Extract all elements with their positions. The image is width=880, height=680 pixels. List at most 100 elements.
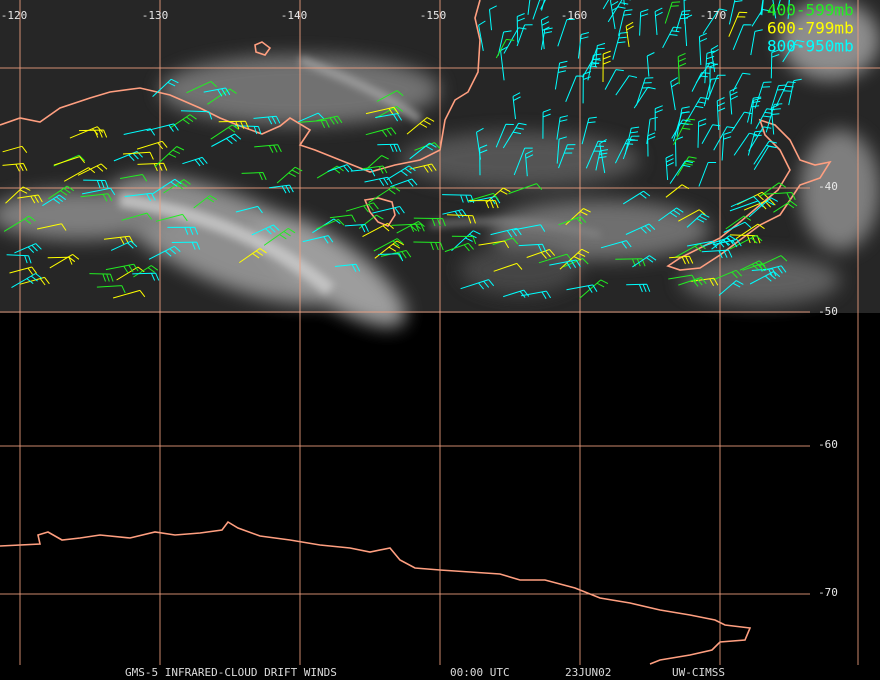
wind-barb (36, 223, 67, 231)
wind-barb (476, 127, 484, 160)
wind-barb (365, 127, 397, 137)
wind-barb (478, 240, 510, 249)
wind-barb (731, 111, 753, 132)
wind-barb (677, 52, 687, 85)
wind-barb (20, 276, 50, 286)
wind-barb (711, 235, 737, 250)
wind-barb (512, 92, 521, 120)
wind-barb (121, 212, 153, 221)
footer-time: 00:00 UTC (450, 666, 510, 679)
wind-barb (770, 49, 780, 79)
wind-barb (169, 114, 197, 129)
wind-barb (513, 147, 533, 176)
wind-barb (554, 60, 568, 90)
wind-barb (733, 132, 758, 156)
wind-barb (701, 249, 733, 259)
wind-barb (748, 197, 779, 218)
wind-barb (541, 0, 545, 11)
wind-barb (503, 27, 527, 54)
wind-barb (622, 135, 640, 160)
wind-barb (210, 124, 240, 140)
wind-barb (673, 118, 696, 146)
wind-barb (609, 0, 620, 30)
wind-barb (234, 125, 262, 135)
wind-barb (497, 30, 512, 56)
wind-barb (103, 235, 134, 245)
wind-barb (549, 259, 581, 269)
wind-barb (615, 258, 646, 267)
wind-barb (110, 240, 138, 251)
latitude-label: -60 (818, 438, 838, 451)
wind-barb (669, 160, 694, 184)
wind-barb (772, 0, 777, 19)
wind-barb (451, 230, 481, 252)
wind-barb (9, 266, 38, 275)
wind-barb (625, 223, 656, 235)
wind-barb (362, 165, 388, 174)
wind-barb (251, 224, 280, 236)
wind-barb (735, 223, 765, 240)
wind-barb (759, 182, 786, 197)
wind-barb (668, 274, 697, 283)
wind-barb (581, 116, 597, 145)
wind-barb (83, 179, 109, 189)
wind-barb (391, 223, 425, 233)
wind-barb (532, 0, 546, 20)
wind-barb (577, 32, 590, 59)
wind-barb (163, 179, 191, 194)
wind-barb (136, 140, 168, 150)
wind-barb (218, 120, 250, 129)
wind-barb (513, 224, 546, 232)
wind-barb (14, 243, 42, 254)
wind-barbs (2, 0, 805, 299)
wind-barb (612, 31, 629, 60)
wind-barb (674, 243, 706, 258)
wind-barb (396, 220, 425, 234)
wind-barb (132, 272, 160, 281)
wind-barb (490, 227, 522, 238)
wind-barb (602, 0, 610, 10)
wind-barb (493, 262, 523, 272)
wind-barb (565, 208, 591, 226)
latitude-label: -50 (818, 305, 838, 318)
wind-barb (635, 77, 654, 106)
wind-barb (373, 238, 404, 252)
wind-barb (558, 144, 576, 169)
wind-barb (442, 194, 475, 203)
wind-barb (725, 215, 752, 230)
wind-barb (2, 145, 28, 153)
longitude-label: -120 (1, 9, 28, 22)
wind-barb (124, 192, 156, 202)
wind-barb (390, 178, 418, 188)
wind-barb (442, 209, 468, 219)
longitude-label: -130 (142, 9, 169, 22)
wind-barb (489, 5, 497, 31)
wind-barb (495, 123, 514, 148)
wind-barb (263, 227, 296, 246)
wind-barb (82, 187, 116, 196)
wind-barb (716, 97, 726, 131)
wind-barb (732, 72, 751, 92)
wind-barb (607, 0, 631, 23)
wind-barb (690, 277, 719, 287)
wind-barb (647, 132, 656, 157)
wind-barb (6, 254, 32, 264)
longitude-label: -170 (700, 9, 727, 22)
wind-barb (113, 151, 143, 162)
wind-barb (618, 9, 633, 36)
wind-barb (155, 213, 188, 222)
wind-barb (167, 226, 199, 235)
wind-barb (446, 214, 476, 224)
wind-barb (171, 241, 201, 250)
footer-source: UW-CIMSS (672, 666, 725, 679)
wind-barb (686, 213, 710, 228)
wind-barb (413, 217, 446, 227)
wind-barb (502, 122, 527, 149)
wind-barb (604, 69, 624, 90)
wind-barb (750, 29, 763, 56)
wind-barb (47, 256, 73, 265)
wind-barb (646, 52, 655, 77)
wind-barb (3, 215, 36, 232)
footer-product: GMS-5 INFRARED-CLOUD DRIFT WINDS (125, 666, 337, 679)
